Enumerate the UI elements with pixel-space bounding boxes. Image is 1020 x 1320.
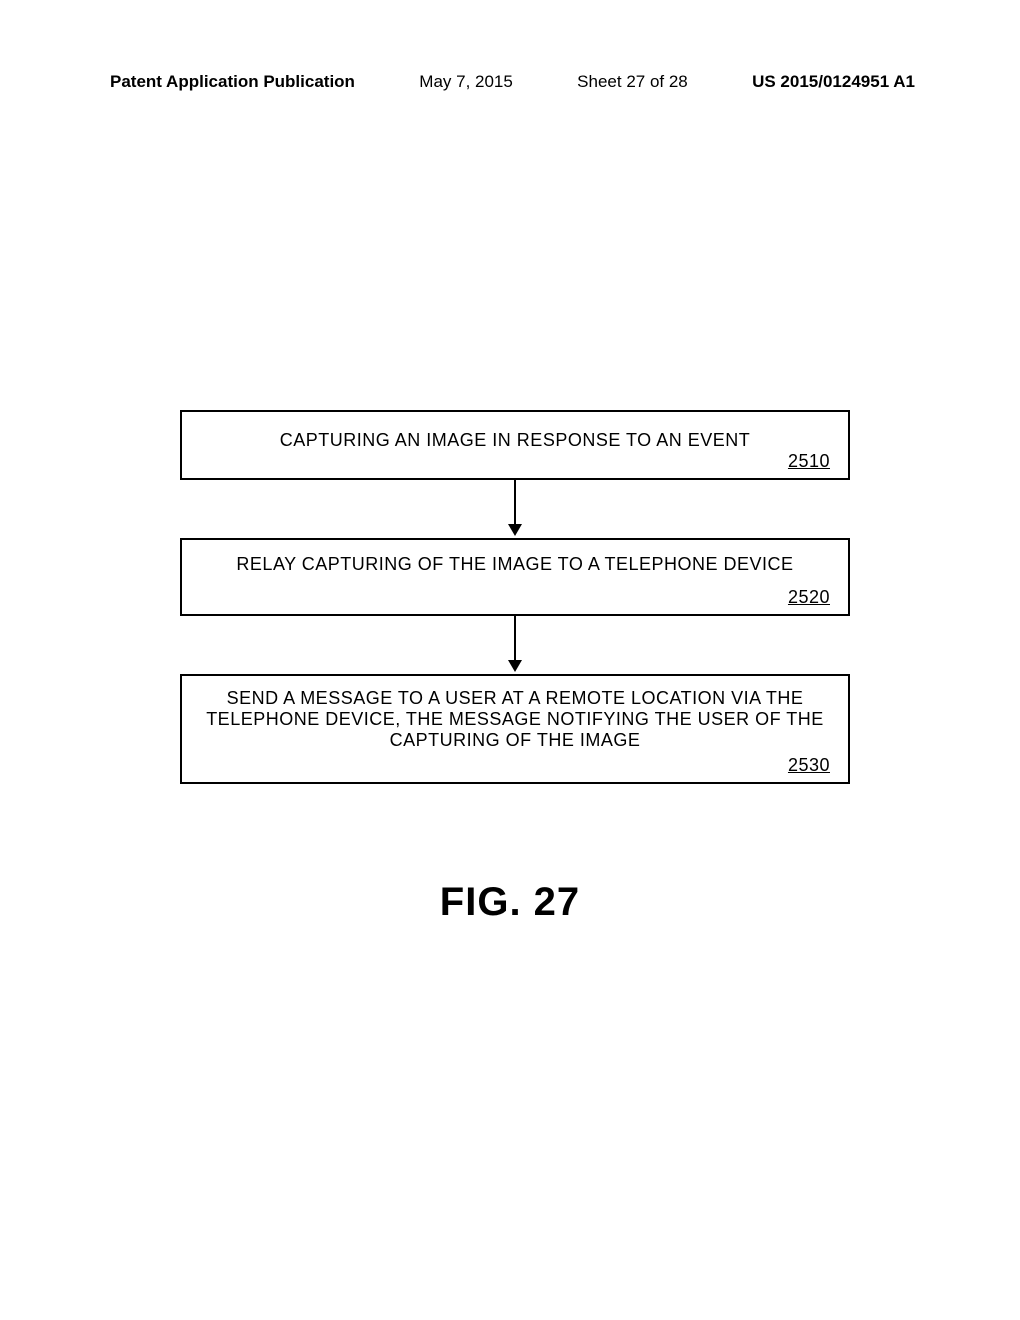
flow-node-send-message: SEND A MESSAGE TO A USER AT A REMOTE LOC…	[180, 674, 850, 784]
header-patent-number: US 2015/0124951 A1	[752, 72, 915, 92]
flow-node-ref: 2530	[788, 755, 830, 776]
flow-node-relay-capture: RELAY CAPTURING OF THE IMAGE TO A TELEPH…	[180, 538, 850, 616]
arrow-line	[514, 480, 516, 524]
flow-node-text: CAPTURING AN IMAGE IN RESPONSE TO AN EVE…	[280, 430, 750, 450]
figure-label: FIG. 27	[0, 880, 1020, 925]
header-publication: Patent Application Publication	[110, 72, 355, 92]
arrow-head-icon	[508, 524, 522, 536]
page-header: Patent Application Publication May 7, 20…	[110, 72, 915, 92]
flow-node-capture-image: CAPTURING AN IMAGE IN RESPONSE TO AN EVE…	[180, 410, 850, 480]
flow-node-text: RELAY CAPTURING OF THE IMAGE TO A TELEPH…	[236, 554, 793, 574]
arrow-line	[514, 616, 516, 660]
flow-node-text: SEND A MESSAGE TO A USER AT A REMOTE LOC…	[206, 688, 824, 750]
flow-arrow	[180, 616, 850, 674]
header-date: May 7, 2015	[419, 72, 513, 92]
arrow-head-icon	[508, 660, 522, 672]
flow-arrow	[180, 480, 850, 538]
flowchart: CAPTURING AN IMAGE IN RESPONSE TO AN EVE…	[180, 410, 850, 784]
flow-node-ref: 2510	[788, 451, 830, 472]
flow-node-ref: 2520	[788, 587, 830, 608]
header-sheet: Sheet 27 of 28	[577, 72, 688, 92]
